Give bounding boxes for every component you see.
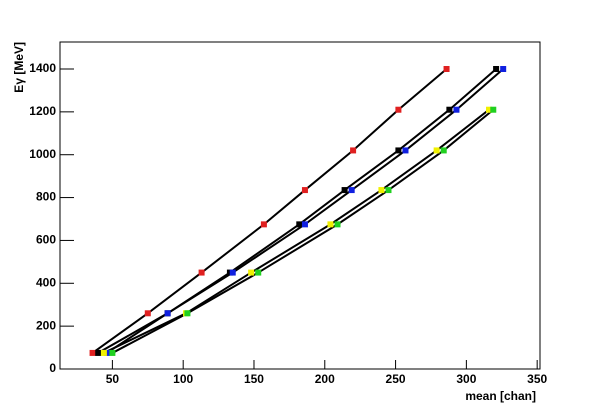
point: [301, 221, 308, 228]
x-tick-label: 250: [386, 372, 406, 386]
y-axis-title: Eγ [MeV]: [12, 42, 26, 93]
x-tick-label: 300: [456, 372, 476, 386]
x-tick-label: 350: [527, 372, 547, 386]
point: [301, 187, 308, 194]
point: [395, 147, 402, 154]
fit-line: [106, 68, 504, 354]
point: [395, 106, 402, 113]
y-tick-label: 600: [36, 233, 56, 247]
point: [229, 269, 236, 276]
point: [500, 66, 507, 72]
point: [453, 106, 460, 113]
x-axis-title: mean [chan]: [465, 389, 536, 403]
point: [248, 269, 255, 276]
point: [378, 187, 385, 194]
x-tick-label: 150: [244, 372, 264, 386]
point: [109, 349, 116, 356]
point: [486, 106, 493, 113]
point: [493, 66, 500, 72]
point: [95, 349, 102, 356]
point: [348, 187, 355, 194]
fit-line: [91, 68, 448, 354]
point: [490, 106, 497, 113]
x-tick-label: 100: [173, 372, 193, 386]
point: [164, 310, 171, 317]
y-tick-label: 400: [36, 275, 56, 289]
point: [327, 221, 334, 228]
point: [89, 349, 96, 356]
point: [198, 269, 205, 276]
point: [385, 187, 392, 194]
point: [350, 147, 357, 154]
x-tick-label: 200: [315, 372, 335, 386]
point: [184, 310, 191, 317]
point: [255, 269, 262, 276]
point: [341, 187, 348, 194]
point: [440, 147, 447, 154]
y-tick-label: 0: [49, 361, 56, 375]
point: [296, 221, 303, 228]
point: [100, 349, 107, 356]
point: [402, 147, 409, 154]
point: [260, 221, 267, 228]
point: [433, 147, 440, 154]
point: [446, 106, 453, 113]
frame: [59, 41, 541, 370]
y-tick-label: 1400: [29, 61, 56, 75]
y-tick-label: 800: [36, 190, 56, 204]
point: [443, 66, 450, 72]
y-tick-label: 1000: [29, 147, 56, 161]
x-tick-label: 50: [106, 372, 120, 386]
point: [334, 221, 341, 228]
point: [144, 310, 151, 317]
y-tick-label: 200: [36, 318, 56, 332]
y-tick-label: 1200: [29, 104, 56, 118]
